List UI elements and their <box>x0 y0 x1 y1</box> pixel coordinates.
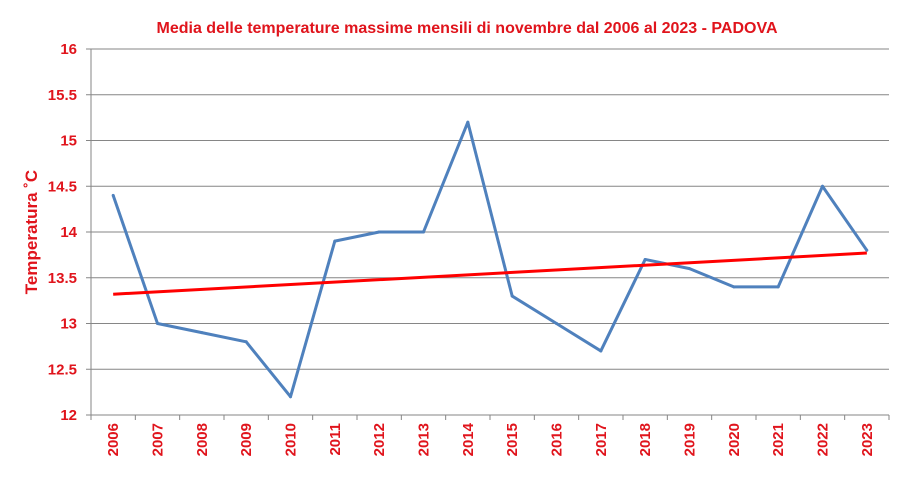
y-tick-label: 13 <box>60 316 77 333</box>
y-tick-label: 12 <box>60 407 77 424</box>
x-tick-labels: 2006 2007 2008 2009 2010 2011 2012 2013 2014 2015… <box>105 422 876 456</box>
x-tick-label: 2019 <box>682 423 699 456</box>
data-point <box>466 120 470 124</box>
data-point <box>865 248 869 252</box>
x-tick-label: 2011 <box>327 423 344 456</box>
data-point <box>599 349 603 353</box>
y-tick-label: 14 <box>60 224 77 241</box>
data-point <box>244 340 248 344</box>
x-tick-label: 2016 <box>549 423 566 456</box>
x-tick-label: 2013 <box>416 423 433 456</box>
chart-title: Media delle temperature massime mensili … <box>157 20 778 37</box>
x-tick-label: 2022 <box>815 423 832 456</box>
x-tick-label: 2007 <box>150 423 167 456</box>
x-tick-label: 2017 <box>593 423 610 456</box>
data-point <box>377 230 381 234</box>
data-point <box>333 239 337 243</box>
y-axis-label: Temperatura ˚C <box>22 170 41 294</box>
x-tick-label: 2010 <box>283 423 300 456</box>
y-tick-label: 16 <box>60 41 77 58</box>
data-point <box>776 285 780 289</box>
temperature-line <box>111 120 869 399</box>
data-point <box>643 257 647 261</box>
y-tick-label: 12.5 <box>48 361 77 378</box>
y-tick-label: 15 <box>60 133 77 150</box>
data-point <box>510 294 514 298</box>
data-point <box>688 267 691 271</box>
y-tick-label: 15.5 <box>48 87 77 104</box>
x-tick-label: 2008 <box>194 423 211 456</box>
y-tick-labels: 12 12.5 13 13.5 14 14.5 15 15.5 16 <box>48 41 78 424</box>
data-point <box>422 230 425 234</box>
x-tick-label: 2009 <box>238 423 255 456</box>
data-point <box>821 184 824 188</box>
data-point <box>111 193 115 197</box>
x-tick-label: 2015 <box>504 423 521 456</box>
y-tick-label: 13.5 <box>48 270 77 287</box>
x-tick-label: 2021 <box>770 423 787 456</box>
x-tick-label: 2018 <box>637 423 654 456</box>
x-tick-label: 2014 <box>460 422 477 456</box>
data-point <box>732 285 736 289</box>
x-tick-label: 2012 <box>371 423 388 456</box>
x-tick-label: 2006 <box>105 423 122 456</box>
trend-line <box>113 251 867 296</box>
x-tick-label: 2023 <box>859 423 876 456</box>
data-point <box>289 395 292 399</box>
series-group <box>111 120 869 399</box>
data-point <box>156 322 159 325</box>
x-tick-label: 2020 <box>726 423 743 456</box>
gridlines <box>86 48 890 420</box>
data-point <box>200 331 204 335</box>
y-tick-label: 14.5 <box>48 178 77 195</box>
data-point <box>555 322 558 325</box>
